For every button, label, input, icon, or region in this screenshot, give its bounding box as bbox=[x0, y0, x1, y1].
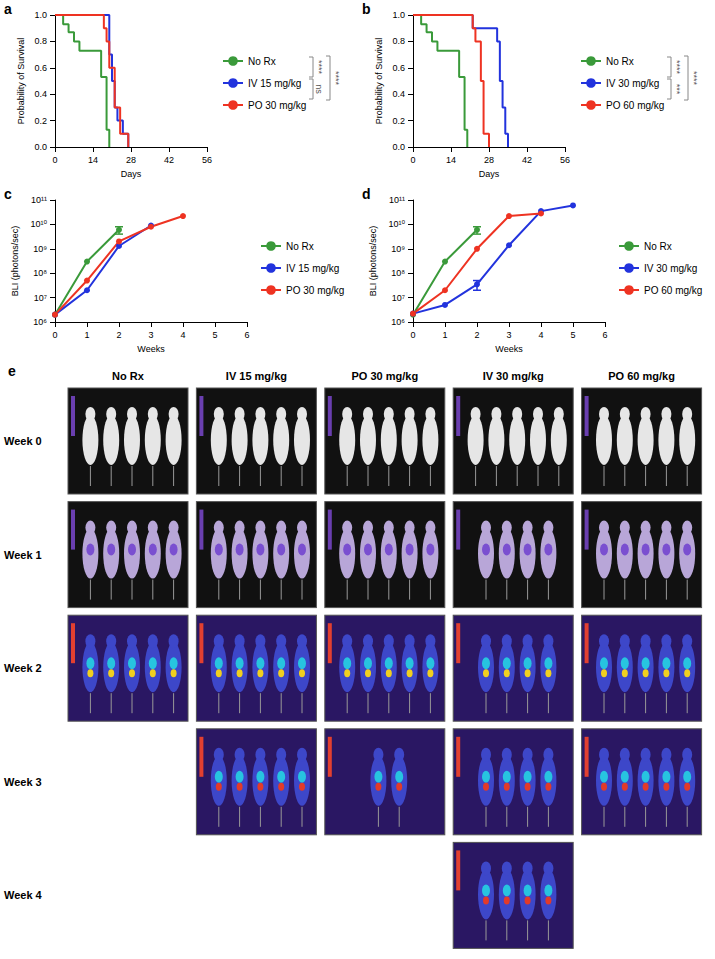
svg-text:10¹¹: 10¹¹ bbox=[389, 195, 405, 205]
svg-text:PO 60 mg/kg: PO 60 mg/kg bbox=[644, 285, 702, 296]
svg-text:10⁶: 10⁶ bbox=[33, 317, 47, 327]
svg-text:Probability of Survival: Probability of Survival bbox=[374, 38, 384, 125]
svg-text:IV 30 mg/kg: IV 30 mg/kg bbox=[644, 263, 697, 274]
svg-text:Week 1: Week 1 bbox=[4, 549, 42, 561]
svg-text:BLI (photons/sec): BLI (photons/sec) bbox=[368, 226, 378, 297]
svg-text:Week 4: Week 4 bbox=[4, 889, 43, 901]
svg-text:0.4: 0.4 bbox=[34, 89, 47, 99]
svg-text:10⁹: 10⁹ bbox=[33, 244, 47, 254]
svg-text:PO 60 mg/kg: PO 60 mg/kg bbox=[608, 370, 675, 382]
svg-text:56: 56 bbox=[202, 155, 212, 165]
svg-text:No Rx: No Rx bbox=[112, 370, 145, 382]
svg-text:6: 6 bbox=[602, 330, 607, 340]
svg-text:Week 0: Week 0 bbox=[4, 435, 42, 447]
svg-text:PO 30 mg/kg: PO 30 mg/kg bbox=[286, 285, 344, 296]
svg-text:0.0: 0.0 bbox=[34, 142, 47, 152]
svg-text:No Rx: No Rx bbox=[248, 56, 276, 67]
svg-text:0.4: 0.4 bbox=[392, 89, 405, 99]
svg-text:0.8: 0.8 bbox=[392, 36, 405, 46]
svg-text:Days: Days bbox=[479, 169, 500, 179]
svg-text:****: **** bbox=[689, 71, 699, 86]
svg-text:0: 0 bbox=[410, 330, 415, 340]
svg-text:3: 3 bbox=[506, 330, 511, 340]
svg-text:a: a bbox=[4, 1, 12, 17]
svg-text:e: e bbox=[8, 363, 16, 379]
svg-text:c: c bbox=[4, 186, 12, 202]
svg-text:0.6: 0.6 bbox=[392, 63, 405, 73]
svg-text:0.6: 0.6 bbox=[34, 63, 47, 73]
svg-text:ns: ns bbox=[314, 84, 324, 94]
svg-text:42: 42 bbox=[164, 155, 174, 165]
svg-text:No Rx: No Rx bbox=[606, 56, 634, 67]
svg-text:28: 28 bbox=[126, 155, 136, 165]
svg-text:1: 1 bbox=[84, 330, 89, 340]
svg-text:****: **** bbox=[672, 60, 682, 75]
svg-text:****: **** bbox=[331, 71, 341, 86]
svg-text:10¹⁰: 10¹⁰ bbox=[388, 219, 405, 229]
svg-text:0.2: 0.2 bbox=[392, 116, 405, 126]
svg-text:****: **** bbox=[314, 60, 324, 75]
svg-text:1: 1 bbox=[442, 330, 447, 340]
svg-text:28: 28 bbox=[484, 155, 494, 165]
svg-text:0.2: 0.2 bbox=[34, 116, 47, 126]
svg-text:PO 30 mg/kg: PO 30 mg/kg bbox=[351, 370, 418, 382]
svg-text:Week 3: Week 3 bbox=[4, 776, 42, 788]
svg-text:10⁷: 10⁷ bbox=[392, 293, 405, 303]
svg-text:PO 30 mg/kg: PO 30 mg/kg bbox=[248, 100, 306, 111]
svg-text:3: 3 bbox=[148, 330, 153, 340]
svg-text:1.0: 1.0 bbox=[34, 10, 47, 20]
svg-text:4: 4 bbox=[538, 330, 543, 340]
svg-text:Weeks: Weeks bbox=[137, 344, 165, 354]
svg-text:2: 2 bbox=[116, 330, 121, 340]
svg-text:Week 2: Week 2 bbox=[4, 662, 42, 674]
svg-text:Probability of Survival: Probability of Survival bbox=[16, 38, 26, 125]
svg-text:d: d bbox=[362, 186, 371, 202]
svg-text:10⁸: 10⁸ bbox=[33, 268, 47, 278]
svg-text:56: 56 bbox=[560, 155, 570, 165]
svg-text:10⁷: 10⁷ bbox=[34, 293, 47, 303]
svg-text:10¹¹: 10¹¹ bbox=[31, 195, 47, 205]
svg-text:0.8: 0.8 bbox=[34, 36, 47, 46]
svg-text:IV 15 mg/kg: IV 15 mg/kg bbox=[286, 263, 339, 274]
svg-text:Weeks: Weeks bbox=[495, 344, 523, 354]
svg-text:Days: Days bbox=[121, 169, 142, 179]
svg-text:10⁸: 10⁸ bbox=[391, 268, 405, 278]
svg-text:4: 4 bbox=[180, 330, 185, 340]
svg-text:BLI (photons/sec): BLI (photons/sec) bbox=[10, 226, 20, 297]
svg-text:10¹⁰: 10¹⁰ bbox=[30, 219, 47, 229]
svg-text:1.0: 1.0 bbox=[392, 10, 405, 20]
svg-text:10⁶: 10⁶ bbox=[391, 317, 405, 327]
svg-text:14: 14 bbox=[446, 155, 456, 165]
svg-text:5: 5 bbox=[212, 330, 217, 340]
svg-text:b: b bbox=[362, 1, 371, 17]
svg-text:0: 0 bbox=[52, 330, 57, 340]
svg-text:6: 6 bbox=[244, 330, 249, 340]
svg-text:PO 60 mg/kg: PO 60 mg/kg bbox=[606, 100, 664, 111]
svg-text:No Rx: No Rx bbox=[644, 241, 672, 252]
svg-text:***: *** bbox=[672, 84, 682, 95]
svg-text:10⁹: 10⁹ bbox=[391, 244, 405, 254]
svg-text:IV 30 mg/kg: IV 30 mg/kg bbox=[483, 370, 544, 382]
svg-text:IV 30 mg/kg: IV 30 mg/kg bbox=[606, 78, 659, 89]
svg-text:0.0: 0.0 bbox=[392, 142, 405, 152]
svg-text:5: 5 bbox=[570, 330, 575, 340]
svg-text:42: 42 bbox=[522, 155, 532, 165]
svg-text:0: 0 bbox=[410, 155, 415, 165]
svg-text:No Rx: No Rx bbox=[286, 241, 314, 252]
svg-text:IV 15 mg/kg: IV 15 mg/kg bbox=[248, 78, 301, 89]
svg-text:2: 2 bbox=[474, 330, 479, 340]
svg-text:14: 14 bbox=[88, 155, 98, 165]
svg-text:IV 15 mg/kg: IV 15 mg/kg bbox=[226, 370, 287, 382]
svg-text:0: 0 bbox=[52, 155, 57, 165]
